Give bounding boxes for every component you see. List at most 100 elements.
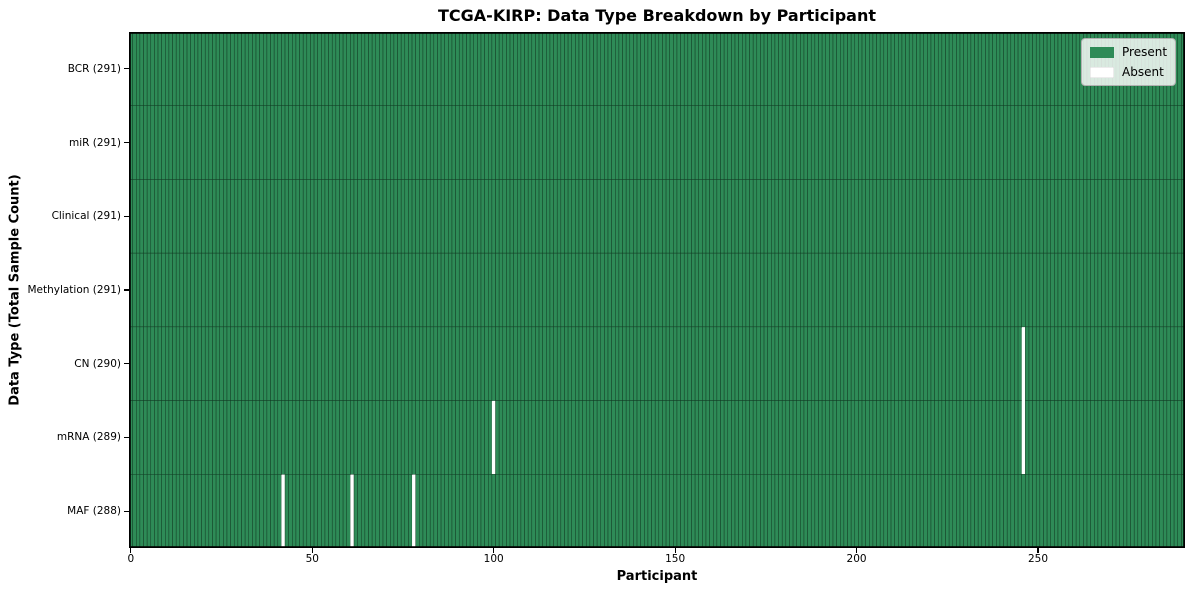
heatmap-cell <box>996 474 1001 548</box>
heatmap-cell <box>480 179 485 254</box>
heatmap-cell <box>647 32 652 106</box>
heatmap-cell <box>905 32 910 106</box>
heatmap-cell <box>578 474 583 548</box>
heatmap-cell <box>335 326 340 401</box>
heatmap-cell <box>937 32 943 106</box>
heatmap-cell <box>237 252 242 328</box>
heatmap-cell <box>771 326 776 401</box>
heatmap-cell <box>1159 252 1164 328</box>
heatmap-cell <box>807 400 812 475</box>
heatmap-cell <box>538 326 543 401</box>
heatmap-cell <box>829 400 834 475</box>
heatmap-cell <box>520 179 525 254</box>
heatmap-cell <box>763 32 768 106</box>
heatmap-cell <box>342 179 347 254</box>
heatmap-cell <box>386 326 391 401</box>
heatmap-cell <box>981 474 986 548</box>
heatmap-cell <box>607 326 612 401</box>
heatmap-cell <box>353 252 358 328</box>
heatmap-cell <box>702 326 707 401</box>
heatmap-cell <box>273 32 279 106</box>
heatmap-cell <box>175 32 181 106</box>
heatmap-cell <box>879 32 885 106</box>
heatmap-cell <box>1130 400 1135 475</box>
heatmap-cell <box>444 474 449 548</box>
heatmap-cell <box>1097 252 1102 328</box>
heatmap-cell <box>1061 252 1066 328</box>
heatmap-cell <box>905 326 910 401</box>
heatmap-cell <box>785 105 790 180</box>
heatmap-cell <box>448 105 453 180</box>
heatmap-cell <box>295 179 300 254</box>
heatmap-cell <box>843 400 848 475</box>
heatmap-cell <box>154 326 159 401</box>
heatmap-cell <box>607 32 612 106</box>
heatmap-cell <box>517 474 522 548</box>
heatmap-cell <box>1039 105 1044 180</box>
heatmap-cell <box>397 252 402 328</box>
heatmap-cell <box>1075 32 1081 106</box>
heatmap-cell <box>458 179 464 254</box>
heatmap-cell <box>673 474 678 548</box>
heatmap-cell <box>1006 179 1012 254</box>
heatmap-cell <box>1155 105 1160 180</box>
heatmap-cell <box>331 474 337 548</box>
heatmap-cell <box>408 105 413 180</box>
heatmap-cell <box>1159 179 1164 254</box>
heatmap-cell <box>302 474 308 548</box>
heatmap-cell <box>734 179 739 254</box>
heatmap-cell <box>1166 179 1171 254</box>
heatmap-cell <box>535 326 540 401</box>
heatmap-cell <box>789 179 794 254</box>
heatmap-cell <box>571 252 576 328</box>
heatmap-cell <box>233 105 239 180</box>
heatmap-cell <box>1162 179 1168 254</box>
heatmap-cell <box>411 252 416 328</box>
heatmap-cell <box>310 105 315 180</box>
heatmap-cell <box>506 105 511 180</box>
heatmap-cell <box>263 252 268 328</box>
heatmap-cell <box>201 474 206 548</box>
heatmap-cell <box>981 105 986 180</box>
heatmap-cell <box>455 179 460 254</box>
heatmap-cell <box>317 326 322 401</box>
x-tick-label: 250 <box>1027 553 1049 565</box>
heatmap-cell <box>255 252 260 328</box>
heatmap-cell <box>611 400 616 475</box>
heatmap-cell <box>368 326 373 401</box>
heatmap-cell <box>506 32 511 106</box>
heatmap-cell <box>967 179 972 254</box>
heatmap-cell <box>585 474 591 548</box>
heatmap-cell <box>517 105 522 180</box>
heatmap-cell <box>186 400 191 475</box>
heatmap-cell <box>1064 400 1070 475</box>
heatmap-cell <box>390 105 395 180</box>
heatmap-cell <box>1075 474 1081 548</box>
heatmap-cell <box>934 252 939 328</box>
heatmap-cell <box>1010 179 1015 254</box>
heatmap-cell <box>796 105 801 180</box>
heatmap-cell <box>495 179 500 254</box>
heatmap-cell <box>644 105 649 180</box>
heatmap-cell <box>854 252 859 328</box>
heatmap-cell <box>1162 474 1168 548</box>
heatmap-cell <box>480 326 485 401</box>
heatmap-cell <box>1057 400 1062 475</box>
heatmap-cell <box>466 105 471 180</box>
heatmap-cell <box>869 32 874 106</box>
heatmap-cell <box>161 252 166 328</box>
heatmap-cell <box>694 252 699 328</box>
heatmap-cell <box>901 32 906 106</box>
heatmap-cell <box>916 32 921 106</box>
heatmap-cell <box>538 252 543 328</box>
heatmap-cell <box>466 32 471 106</box>
heatmap-cell <box>567 252 572 328</box>
heatmap-cell <box>538 32 543 106</box>
heatmap-cell <box>379 326 384 401</box>
heatmap-cell <box>1043 474 1048 548</box>
heatmap-cell <box>803 326 808 401</box>
heatmap-cell <box>832 32 837 106</box>
y-tick-label: mRNA (289) <box>56 431 121 444</box>
heatmap-cell <box>194 474 199 548</box>
heatmap-cell <box>429 326 435 401</box>
